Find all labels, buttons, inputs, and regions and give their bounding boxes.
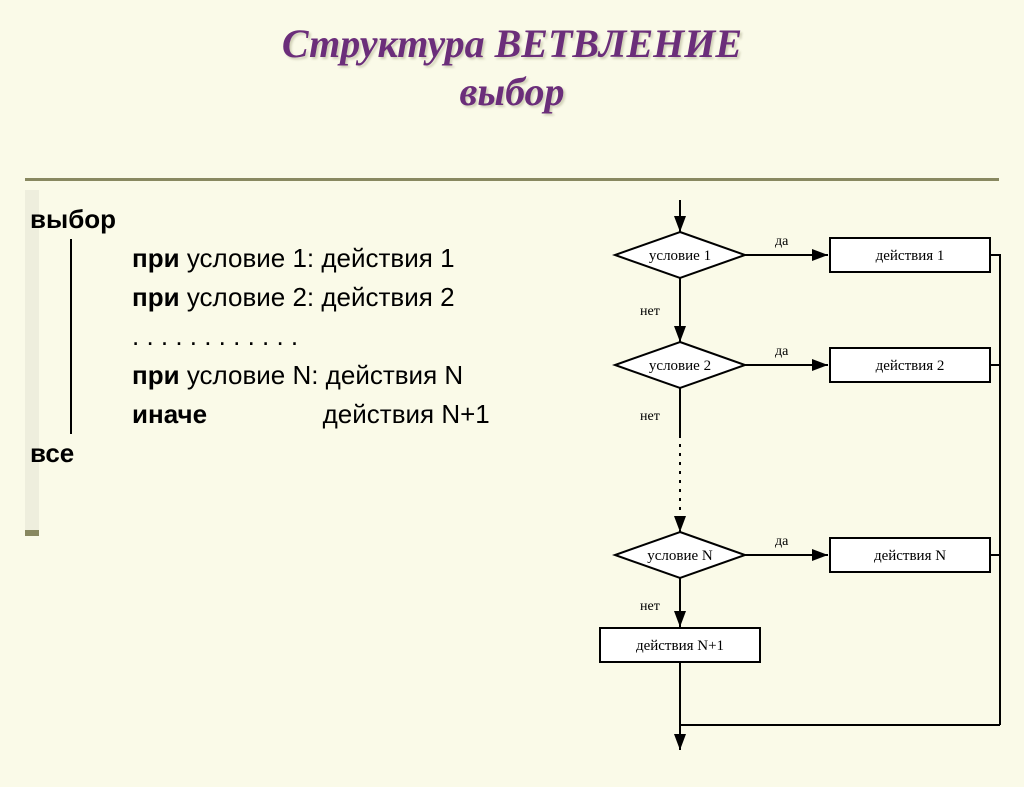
- label-daN: да: [775, 534, 789, 549]
- label-da1: да: [775, 234, 789, 249]
- title-line2: выбор: [459, 69, 564, 114]
- label-actNp1: действия N+1: [636, 638, 724, 654]
- label-act2: действия 2: [876, 358, 945, 374]
- label-net1: нет: [640, 304, 660, 319]
- label-condN: условие N: [647, 548, 713, 564]
- title-line1: Структура ВЕТВЛЕНИЕ: [282, 21, 742, 66]
- line-inache: иначе действия N+1: [72, 395, 490, 434]
- label-cond1: условие 1: [649, 248, 711, 264]
- horizontal-rule: [25, 178, 999, 181]
- label-net2: нет: [640, 409, 660, 424]
- kw-vybor: выбор: [30, 200, 490, 239]
- kw-vse: все: [30, 434, 490, 473]
- pseudocode-block: выбор при условие 1: действия 1 при усло…: [30, 200, 490, 473]
- flowchart: условие 1 да действия 1 нет условие 2 да…: [560, 195, 1010, 755]
- line-cond2: при условие 2: действия 2: [72, 278, 490, 317]
- line-condN: при условие N: действия N: [72, 356, 490, 395]
- line-dots: . . . . . . . . . . . .: [72, 317, 490, 356]
- label-act1: действия 1: [876, 248, 945, 264]
- label-netN: нет: [640, 599, 660, 614]
- line-cond1: при условие 1: действия 1: [72, 239, 490, 278]
- label-cond2: условие 2: [649, 358, 711, 374]
- label-actN: действия N: [874, 548, 946, 564]
- label-da2: да: [775, 344, 789, 359]
